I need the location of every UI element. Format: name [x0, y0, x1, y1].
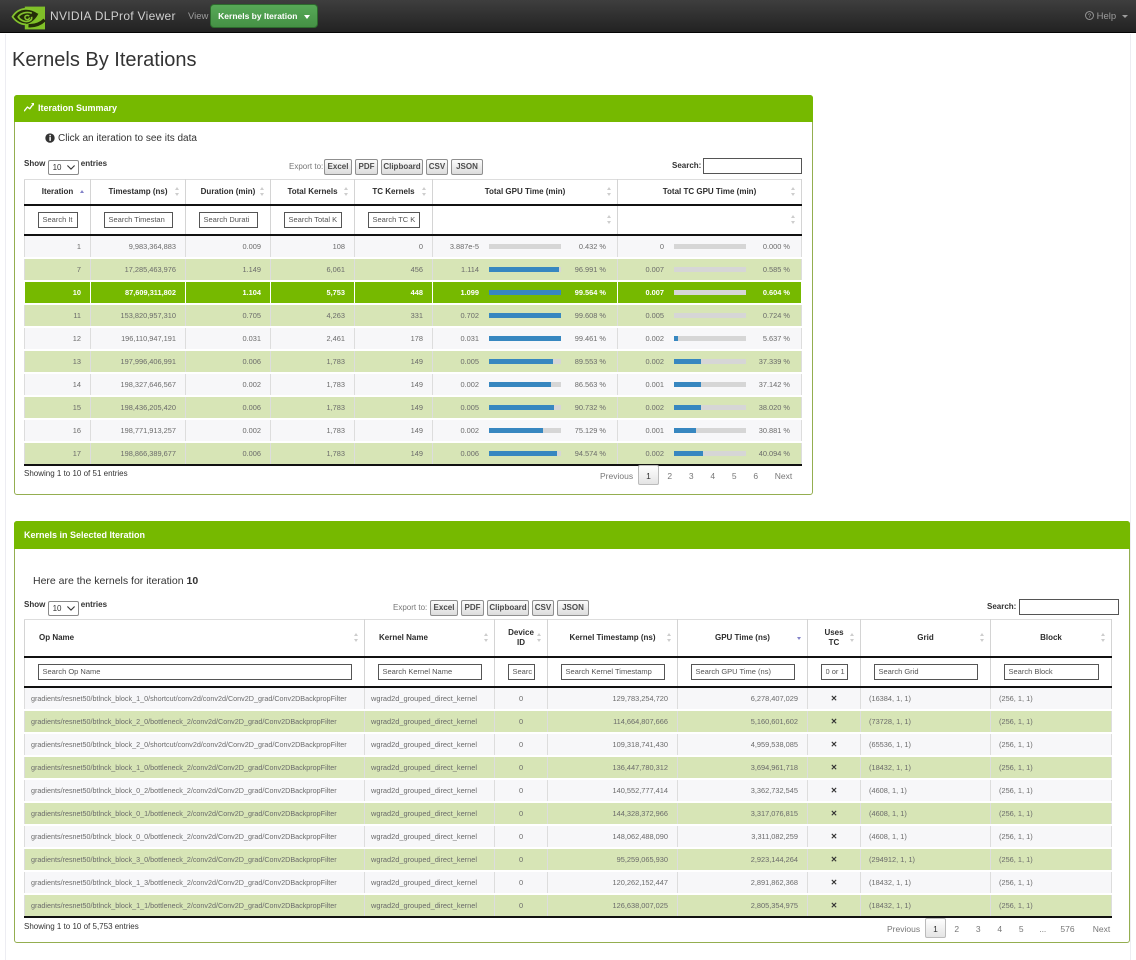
svg-text:?: ? — [1088, 13, 1092, 20]
